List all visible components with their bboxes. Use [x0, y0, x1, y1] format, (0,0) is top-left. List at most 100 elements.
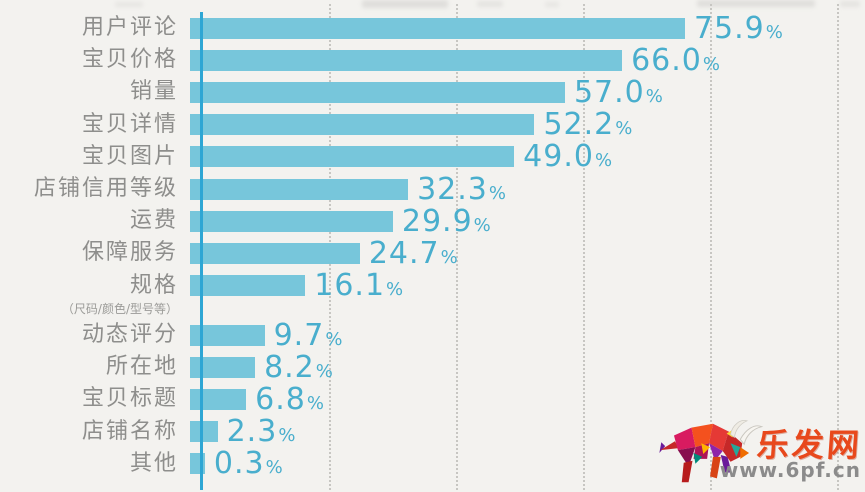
- bar: [190, 114, 535, 136]
- value-number: 66.0: [631, 42, 702, 78]
- bar-track: 32.3 %: [178, 173, 865, 205]
- top-artifact: [477, 1, 503, 7]
- value-percent-sign: %: [594, 150, 613, 172]
- category-label-cell: 销量: [0, 81, 178, 103]
- value-number: 52.2: [543, 107, 615, 143]
- value-label: 75.9 %: [694, 13, 783, 43]
- bar: [190, 421, 218, 443]
- value-label: 6.8 %: [255, 381, 324, 417]
- watermark-site-url: www.6pf.cn: [719, 458, 861, 482]
- value-percent-sign: %: [645, 85, 663, 107]
- bar-row: 店铺信用等级 32.3 %: [0, 173, 865, 205]
- value-percent-sign: %: [386, 278, 404, 300]
- category-label-cell: 运费: [0, 210, 178, 232]
- value-label: 32.3 %: [417, 171, 506, 207]
- category-label-cell: 宝贝标题: [0, 388, 178, 410]
- bar-row: 保障服务 24.7 %: [0, 237, 865, 269]
- bar-row: 运费 29.9 %: [0, 205, 865, 237]
- bar-track: 8.2 %: [178, 351, 865, 383]
- bar: [190, 210, 393, 232]
- bar: [190, 274, 306, 296]
- category-label-cell: 宝贝详情: [0, 111, 178, 137]
- value-percent-sign: %: [473, 214, 491, 236]
- bar: [190, 17, 685, 39]
- value-number: 6.8: [255, 381, 306, 417]
- category-label: 动态评分: [81, 322, 178, 348]
- bar-row: 用户评论 75.9 %: [0, 12, 865, 44]
- top-artifact: [697, 0, 815, 7]
- bar-track: 66.0 %: [178, 44, 865, 76]
- category-label: 销量: [129, 79, 178, 105]
- bar-track: 57.0 %: [178, 76, 865, 108]
- bar-row: 宝贝标题 6.8 %: [0, 383, 865, 415]
- bar: [190, 178, 409, 200]
- bar: [190, 356, 256, 378]
- gridline-80pct: [710, 4, 712, 490]
- value-number: 0.3: [213, 446, 265, 482]
- value-percent-sign: %: [765, 21, 783, 43]
- bar-row: 动态评分 9.7 %: [0, 319, 865, 351]
- value-percent-sign: %: [325, 328, 343, 350]
- category-label: 宝贝图片: [81, 143, 178, 169]
- category-label: 用户评论: [81, 15, 178, 41]
- y-axis-line: [200, 12, 203, 490]
- value-percent-sign: %: [440, 246, 458, 268]
- value-number: 16.1: [314, 267, 386, 303]
- bar: [190, 146, 515, 168]
- value-percent-sign: %: [702, 53, 720, 75]
- watermark: 乐发网 www.6pf.cn: [658, 412, 865, 492]
- category-label-cell: 用户评论: [0, 17, 178, 39]
- value-label: 49.0 %: [523, 142, 612, 172]
- gridline-40pct: [456, 4, 458, 490]
- bar: [190, 388, 247, 410]
- category-label-cell: 动态评分: [0, 324, 178, 346]
- bar: [190, 49, 623, 71]
- category-label-cell: 保障服务: [0, 242, 178, 264]
- value-number: 32.3: [417, 171, 488, 207]
- value-number: 24.7: [368, 235, 440, 271]
- bar-row: 宝贝详情 52.2 %: [0, 109, 865, 141]
- category-label: 店铺信用等级: [33, 176, 178, 202]
- bar-track: 75.9 %: [178, 12, 865, 44]
- gridline-60pct: [583, 4, 585, 490]
- value-number: 8.2: [264, 349, 315, 385]
- category-label: 店铺名称: [81, 418, 178, 444]
- bar-track: 49.0 %: [178, 141, 865, 173]
- value-number: 9.7: [273, 317, 325, 353]
- bar-row: 宝贝价格 66.0 %: [0, 44, 865, 76]
- gridline-100pct: [837, 4, 839, 490]
- bull-logo-icon: [659, 420, 764, 483]
- category-label-cell: 宝贝图片: [0, 143, 178, 169]
- bar-row: 销量 57.0 %: [0, 76, 865, 108]
- bar-row: 所在地 8.2 %: [0, 351, 865, 383]
- value-label: 16.1 %: [314, 267, 403, 303]
- top-artifact: [545, 2, 559, 7]
- value-number: 2.3: [226, 414, 278, 450]
- value-label: 66.0 %: [631, 42, 720, 78]
- value-percent-sign: %: [306, 392, 324, 414]
- bar-row: 店铺名称 2.3 %: [0, 416, 865, 448]
- category-label-cell: 宝贝价格: [0, 49, 178, 71]
- category-label-cell: 店铺名称: [0, 418, 178, 444]
- category-label: 宝贝详情: [81, 111, 178, 137]
- bar-track: 52.2 %: [178, 109, 865, 141]
- top-artifact: [362, 0, 448, 8]
- category-label: 所在地: [105, 354, 178, 380]
- category-label: 保障服务: [81, 240, 178, 266]
- category-label: 运费: [129, 208, 178, 234]
- top-artifact: [840, 1, 860, 7]
- category-label-cell: 其他: [0, 452, 178, 475]
- category-label-cell: 所在地: [0, 356, 178, 378]
- value-percent-sign: %: [488, 182, 506, 204]
- value-label: 8.2 %: [264, 349, 333, 385]
- value-label: 9.7 %: [273, 317, 343, 353]
- value-number: 29.9: [401, 203, 473, 239]
- bar-track: 2.3 %: [178, 416, 865, 448]
- category-label: 宝贝价格: [81, 47, 178, 73]
- value-percent-sign: %: [265, 457, 283, 479]
- bar-track: 29.9 %: [178, 205, 865, 237]
- value-label: 29.9 %: [401, 203, 491, 239]
- value-percent-sign: %: [278, 425, 296, 447]
- value-label: 0.3 %: [213, 446, 283, 482]
